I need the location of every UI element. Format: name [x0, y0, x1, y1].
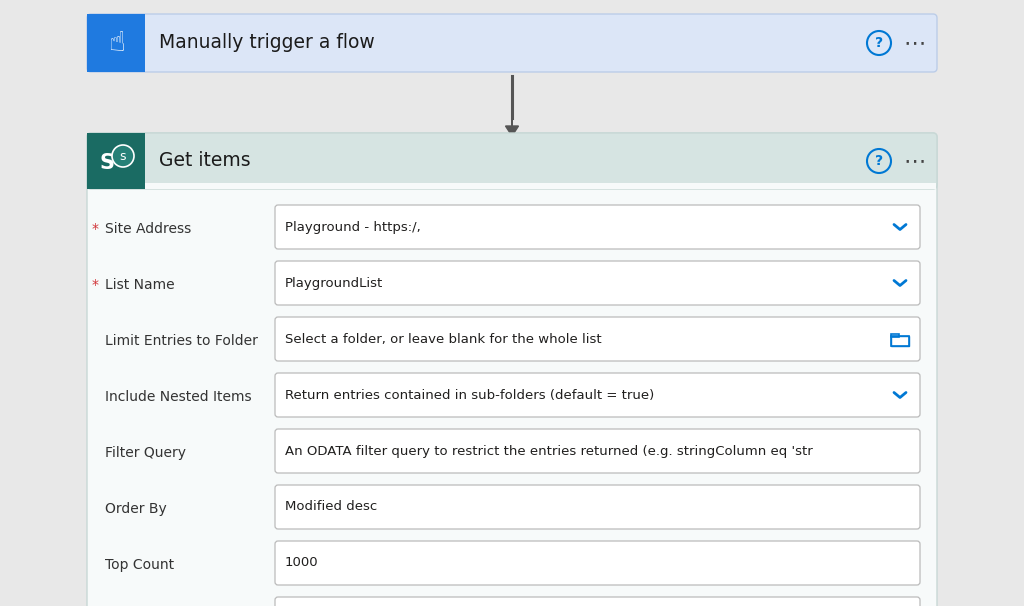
Text: Include Nested Items: Include Nested Items: [105, 390, 252, 404]
Text: Order By: Order By: [105, 502, 167, 516]
FancyBboxPatch shape: [275, 205, 920, 249]
Text: ⋯: ⋯: [904, 151, 926, 171]
Text: Manually trigger a flow: Manually trigger a flow: [159, 33, 375, 53]
FancyBboxPatch shape: [275, 485, 920, 529]
Text: S: S: [99, 153, 115, 173]
Bar: [87, 133, 145, 189]
Text: An ODATA filter query to restrict the entries returned (e.g. stringColumn eq 'st: An ODATA filter query to restrict the en…: [285, 444, 813, 458]
Bar: [891, 334, 899, 337]
FancyBboxPatch shape: [275, 261, 920, 305]
Text: Modified desc: Modified desc: [285, 501, 377, 513]
Text: PlaygroundList: PlaygroundList: [285, 276, 383, 290]
FancyBboxPatch shape: [87, 14, 937, 72]
Text: *: *: [91, 278, 103, 292]
FancyBboxPatch shape: [275, 373, 920, 417]
FancyArrow shape: [506, 118, 518, 136]
Text: ?: ?: [874, 36, 883, 50]
FancyBboxPatch shape: [87, 133, 937, 189]
FancyBboxPatch shape: [275, 429, 920, 473]
Bar: [87, 14, 145, 72]
Text: ☝: ☝: [108, 29, 125, 57]
Text: Playground - https:/,: Playground - https:/,: [285, 221, 421, 233]
Bar: [891, 336, 909, 346]
Text: ?: ?: [874, 154, 883, 168]
Text: Top Count: Top Count: [105, 558, 174, 572]
Text: Return entries contained in sub-folders (default = true): Return entries contained in sub-folders …: [285, 388, 654, 402]
Text: List Name: List Name: [105, 278, 175, 292]
FancyBboxPatch shape: [275, 541, 920, 585]
Text: 1000: 1000: [285, 556, 318, 570]
Text: ⋯: ⋯: [904, 33, 926, 53]
FancyBboxPatch shape: [87, 133, 937, 606]
Text: Select a folder, or leave blank for the whole list: Select a folder, or leave blank for the …: [285, 333, 602, 345]
Bar: [88, 183, 936, 189]
Text: Limit Entries to Folder: Limit Entries to Folder: [105, 334, 258, 348]
FancyBboxPatch shape: [275, 597, 920, 606]
FancyBboxPatch shape: [275, 317, 920, 361]
Text: Filter Query: Filter Query: [105, 446, 186, 460]
Text: Get items: Get items: [159, 152, 251, 170]
Bar: [891, 336, 909, 346]
Text: Site Address: Site Address: [105, 222, 191, 236]
Text: *: *: [91, 222, 103, 236]
Circle shape: [112, 145, 134, 167]
Text: s: s: [120, 150, 126, 162]
